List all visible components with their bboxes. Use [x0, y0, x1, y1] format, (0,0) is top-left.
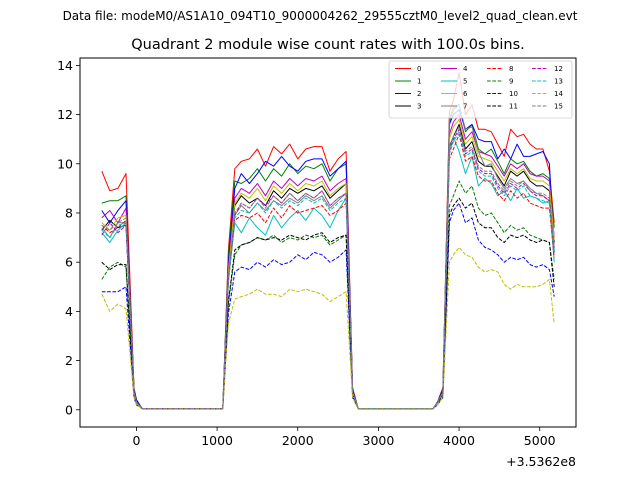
legend-label-2: 2 [417, 90, 421, 98]
legend-label-11: 11 [509, 103, 518, 111]
legend-label-0: 0 [417, 65, 421, 73]
data-file-header: Data file: modeM0/AS1A10_094T10_90000042… [63, 9, 578, 23]
series-line-11 [101, 197, 555, 410]
series-line-9 [101, 180, 555, 410]
x-tick-label: 0 [132, 433, 140, 448]
legend-frame [388, 60, 573, 119]
series-line-6 [101, 119, 555, 410]
series-line-4 [101, 114, 555, 410]
legend-label-7: 7 [463, 103, 467, 111]
legend-label-12: 12 [554, 65, 563, 73]
y-tick-label: 8 [65, 205, 73, 220]
legend-label-9: 9 [509, 78, 513, 86]
plot-frame [79, 57, 577, 428]
y-tick-label: 2 [65, 353, 73, 368]
x-tick-label: 3000 [363, 433, 395, 448]
series-layer [101, 72, 555, 410]
legend-label-4: 4 [463, 65, 468, 73]
legend-label-1: 1 [417, 78, 421, 86]
series-line-3 [101, 123, 555, 410]
legend-label-15: 15 [554, 103, 563, 111]
y-tick-label: 14 [57, 58, 73, 73]
legend-label-13: 13 [554, 78, 563, 86]
x-tick-label: 5000 [524, 433, 556, 448]
series-line-14 [101, 246, 555, 410]
legend-label-10: 10 [509, 90, 518, 98]
x-tick-label: 2000 [282, 433, 314, 448]
x-tick-label: 4000 [443, 433, 475, 448]
legend-label-3: 3 [417, 103, 421, 111]
series-line-10 [101, 202, 555, 410]
chart-title: Quadrant 2 module wise count rates with … [131, 37, 525, 53]
x-tick-label: 1000 [201, 433, 233, 448]
y-tick-label: 10 [57, 156, 73, 171]
y-tick-label: 4 [65, 304, 73, 319]
legend-label-14: 14 [554, 90, 563, 98]
series-line-1 [101, 104, 555, 410]
legend-label-6: 6 [463, 90, 468, 98]
y-tick-label: 0 [65, 402, 73, 417]
y-tick-label: 12 [57, 107, 73, 122]
y-tick-label: 6 [65, 255, 73, 270]
series-line-7 [101, 104, 555, 410]
x-offset-label: +3.5362e8 [506, 454, 576, 469]
legend-label-8: 8 [509, 65, 513, 73]
legend-label-5: 5 [463, 78, 467, 86]
series-line-15 [101, 126, 555, 410]
